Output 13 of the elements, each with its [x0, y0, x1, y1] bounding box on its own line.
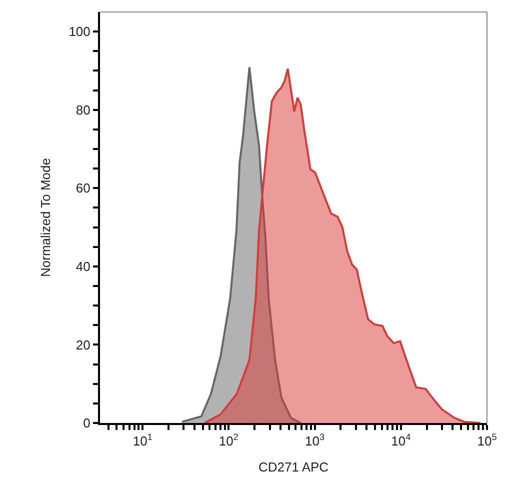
y-axis-title: Normalized To Mode	[38, 158, 54, 277]
y-tick-label: 80	[76, 102, 90, 118]
y-tick-label: 40	[76, 258, 90, 274]
x-tick-label: 10$^{2}$	[218, 432, 238, 449]
y-tick-label: 60	[76, 180, 90, 196]
y-tick-label: 100	[68, 24, 90, 40]
x-tick-label: 10$^{4}$	[391, 432, 411, 449]
x-tick-label: 10$^{3}$	[305, 432, 325, 449]
x-tick-label: 10$^{5}$	[477, 432, 497, 449]
x-tick-label: 10$^{1}$	[132, 432, 152, 449]
x-axis-title: CD271 APC	[258, 460, 329, 475]
y-tick-label: 20	[76, 337, 90, 352]
y-tick-label: 0	[83, 416, 90, 431]
